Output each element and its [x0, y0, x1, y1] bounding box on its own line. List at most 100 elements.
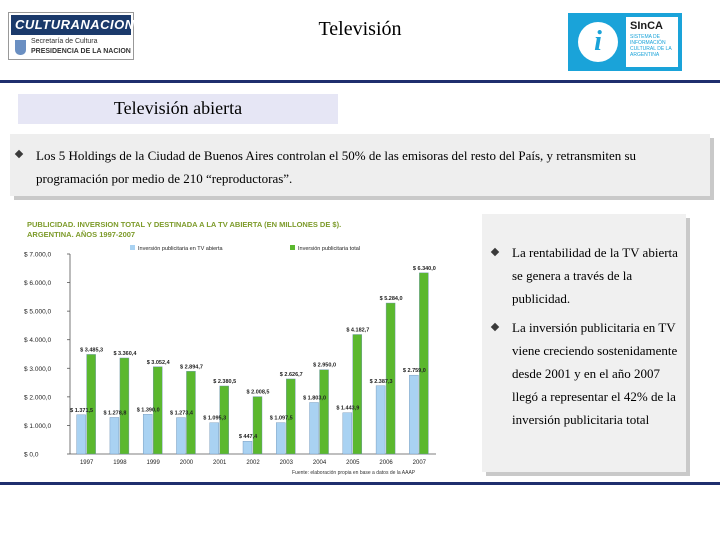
chart-title-line2: ARGENTINA. AÑOS 1997-2007: [27, 230, 135, 239]
bar: [219, 385, 229, 455]
bar-value-label: $ 1.390,0: [137, 407, 160, 413]
x-tick-label: 2003: [280, 460, 294, 466]
bar: [342, 412, 353, 455]
y-tick-label: $ 2.000,0: [24, 394, 51, 401]
bullet-text: Los 5 Holdings de la Ciudad de Buenos Ai…: [36, 148, 637, 186]
chart-bar-labels: $ 1.371,5 $ 3.485,3 $ 1.278,8 $ 3.360,4 $ 1.…: [70, 266, 436, 440]
x-tick-label: 2004: [313, 460, 327, 466]
y-tick-label: $ 6.000,0: [24, 280, 51, 287]
bar: [86, 354, 96, 455]
y-tick-label: $ 1.000,0: [24, 423, 51, 430]
header-divider: [0, 80, 720, 83]
bar-value-label: $ 2.626,7: [280, 372, 303, 378]
bar: [385, 302, 396, 455]
bar-value-label: $ 1.371,5: [70, 408, 93, 414]
bar: [209, 422, 219, 455]
bar: [276, 422, 286, 455]
bar-chart: PUBLICIDAD. INVERSION TOTAL Y DESTINADA …: [24, 220, 436, 476]
logo-line2: PRESIDENCIA DE LA NACION: [31, 48, 131, 55]
bullet-box-top: Los 5 Holdings de la Ciudad de Buenos Ai…: [10, 134, 710, 196]
y-tick-label: $ 5.000,0: [24, 309, 51, 316]
bar: [109, 417, 120, 455]
bar-value-label: $ 447,4: [239, 434, 258, 440]
legend-swatch: [290, 245, 295, 250]
side-bullet-item: La inversión publicitaria en TV viene cr…: [490, 316, 684, 431]
sinca-sub: Sistema de Información Cultural de la Ar…: [630, 34, 672, 58]
bar: [375, 385, 386, 455]
bar: [119, 357, 130, 455]
subtitle: Televisión abierta: [113, 98, 243, 118]
y-tick-label: $ 0,0: [24, 452, 39, 459]
bar-value-label: $ 1.443,9: [336, 406, 359, 412]
chart-title: PUBLICIDAD. INVERSION TOTAL Y DESTINADA …: [27, 220, 341, 229]
bar-value-label: $ 4.182,7: [346, 327, 369, 333]
bar: [186, 371, 196, 455]
chart-legend: Inversión publicitaria en TV abierta Inve…: [130, 245, 360, 252]
bar-value-label: $ 5.284,0: [380, 296, 403, 302]
bar: [252, 396, 263, 455]
bar-value-label: $ 1.095,3: [203, 416, 226, 422]
sinca-logo: i SInCA Sistema de Información Cultural …: [568, 13, 682, 71]
logo-line1: Secretaría de Cultura: [31, 38, 98, 45]
x-tick-label: 1999: [147, 460, 161, 466]
side-bullet-text: La rentabilidad de la TV abierta se gene…: [512, 245, 678, 306]
chart-source: Fuente: elaboración propia en base a dat…: [292, 470, 416, 476]
bar: [352, 334, 363, 455]
bullet-diamond-icon: [490, 247, 500, 257]
shield-icon: [15, 40, 26, 55]
bar-value-label: $ 3.360,4: [113, 351, 137, 357]
bar: [419, 272, 429, 455]
bar-value-label: $ 1.803,0: [303, 395, 326, 401]
x-tick-label: 2007: [413, 460, 427, 466]
sinca-brand: SInCA: [630, 20, 663, 32]
bar: [176, 417, 186, 455]
bar-value-label: $ 2.894,7: [180, 364, 203, 370]
bar-value-label: $ 2.387,3: [370, 379, 393, 385]
bullet-box-side: La rentabilidad de la TV abierta se gene…: [482, 214, 686, 472]
y-tick-label: $ 3.000,0: [24, 366, 51, 373]
bar-value-label: $ 1.273,4: [170, 411, 194, 417]
logo-brand: CULTURANACION: [11, 15, 134, 35]
bar-value-label: $ 3.052,4: [147, 360, 171, 366]
x-tick-label: 1997: [80, 460, 94, 466]
footer-divider: [0, 482, 720, 485]
x-tick-label: 2005: [346, 460, 360, 466]
bar-value-label: $ 2.950,0: [313, 363, 336, 369]
side-bullet-item: La rentabilidad de la TV abierta se gene…: [490, 241, 684, 310]
culturanacion-logo: CULTURANACION Secretaría de Cultura PRES…: [8, 12, 134, 60]
side-bullet-text: La inversión publicitaria en TV viene cr…: [512, 320, 678, 427]
bar: [309, 402, 319, 455]
chart-container: PUBLICIDAD. INVERSION TOTAL Y DESTINADA …: [22, 212, 442, 477]
bar-value-label: $ 2.008,5: [247, 390, 270, 396]
y-tick-label: $ 4.000,0: [24, 337, 51, 344]
bar: [286, 378, 296, 455]
bar-value-label: $ 1.278,8: [103, 410, 126, 416]
x-tick-label: 2006: [379, 460, 393, 466]
bar: [142, 414, 153, 455]
bar-value-label: $ 2.380,5: [213, 379, 236, 385]
bullet-diamond-icon: [490, 322, 500, 332]
bar-value-label: $ 6.340,0: [413, 266, 436, 272]
legend-swatch: [130, 245, 135, 250]
chart-bars: [76, 272, 429, 455]
subtitle-box: [18, 94, 338, 124]
bullet-diamond-icon: [14, 149, 24, 159]
page-title: Televisión: [318, 18, 402, 40]
info-icon: i: [578, 22, 618, 62]
legend-label: Inversión publicitaria total: [298, 246, 360, 252]
x-tick-label: 2000: [180, 460, 194, 466]
bar-value-label: $ 2.759,0: [403, 368, 426, 374]
bar: [319, 369, 329, 455]
bar: [152, 366, 163, 455]
x-tick-label: 1998: [113, 460, 127, 466]
bar-value-label: $ 1.097,5: [270, 416, 293, 422]
sinca-panel: SInCA Sistema de Información Cultural de…: [626, 17, 678, 67]
bar: [409, 374, 419, 455]
chart-axes: $ 0,0 $ 1.000,0 $ 2.000,0 $ 3.000,0 $ 4.000,…: [24, 252, 436, 466]
bar-value-label: $ 3.485,3: [80, 347, 103, 353]
x-tick-label: 2002: [246, 460, 260, 466]
bar: [76, 414, 86, 455]
x-tick-label: 2001: [213, 460, 227, 466]
legend-label: Inversión publicitaria en TV abierta: [138, 246, 224, 252]
bar: [242, 441, 253, 455]
